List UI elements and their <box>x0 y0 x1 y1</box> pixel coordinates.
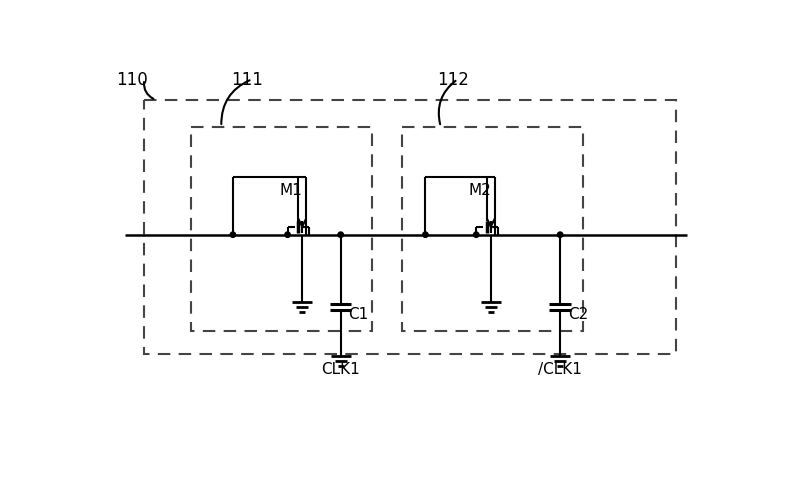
Circle shape <box>422 232 428 238</box>
Circle shape <box>230 232 235 238</box>
Bar <box>144 100 676 354</box>
Text: CLK1: CLK1 <box>322 362 360 377</box>
Text: C1: C1 <box>349 307 369 322</box>
Circle shape <box>558 232 563 238</box>
Text: /CLK1: /CLK1 <box>538 362 582 377</box>
Bar <box>190 127 371 331</box>
Text: 112: 112 <box>437 72 469 89</box>
Circle shape <box>338 232 343 238</box>
Circle shape <box>474 232 479 238</box>
Text: M2: M2 <box>468 183 491 198</box>
Bar <box>402 127 583 331</box>
Circle shape <box>285 232 290 238</box>
Text: 111: 111 <box>231 72 263 89</box>
Text: C2: C2 <box>568 307 588 322</box>
Text: M1: M1 <box>279 183 302 198</box>
Text: 110: 110 <box>116 72 148 89</box>
